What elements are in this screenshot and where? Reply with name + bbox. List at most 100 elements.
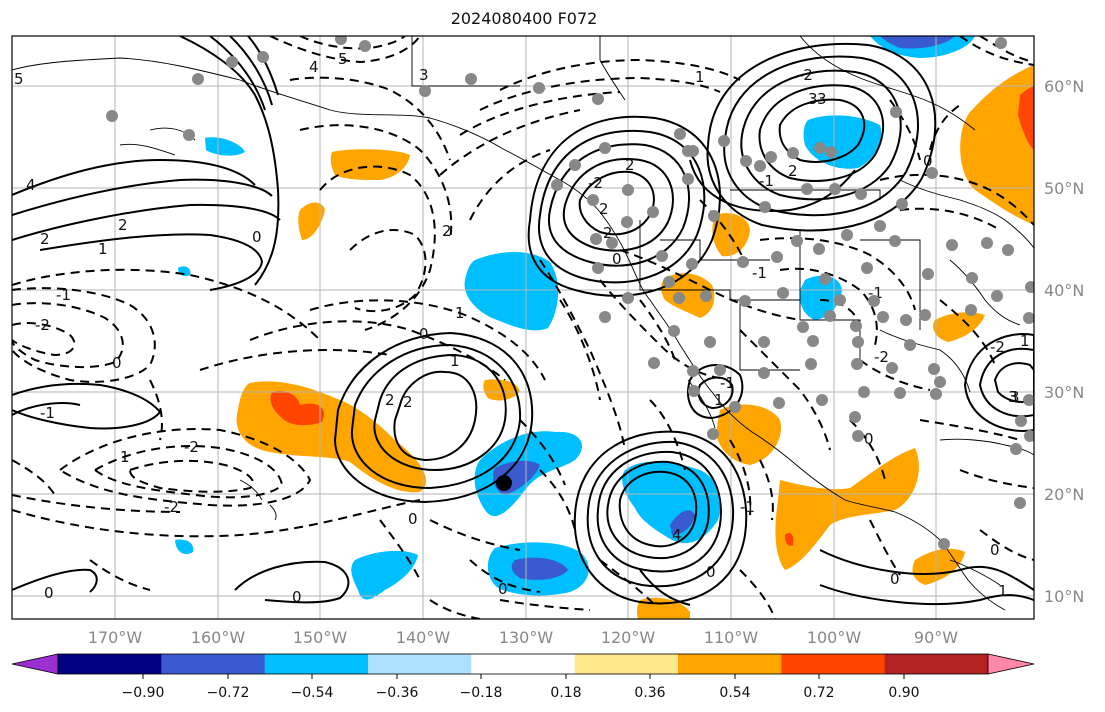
contour-label: 0 (44, 584, 54, 602)
contour-label: 3 (817, 90, 827, 108)
shade-darkblue-hurricane (670, 510, 695, 535)
contour-label: -1 (740, 498, 755, 516)
shade-blue-alaska (205, 137, 245, 156)
colorbar-tick-label: 0.72 (803, 685, 834, 701)
lat-label: 40°N (1044, 281, 1084, 300)
contour-label: 0 (706, 563, 716, 581)
colorbar-extend-high (987, 653, 1035, 675)
contour-label: 0 (923, 152, 933, 170)
lat-label: 10°N (1044, 587, 1084, 606)
contour-label: 0 (419, 325, 429, 343)
contour-label: 0 (408, 510, 418, 528)
contour-label: 4 (309, 58, 319, 76)
contour-label: -1 (40, 404, 55, 422)
shade-orange-mexico (716, 404, 781, 465)
contour-label: 0 (612, 250, 622, 268)
colorbar-segment (161, 654, 266, 674)
longitude-axis: 170°W 160°W 150°W 140°W 130°W 120°W 110°… (88, 628, 958, 647)
contour-label: 0 (252, 228, 262, 246)
contour-label: 5 (14, 70, 24, 88)
contour-label: -2 (990, 338, 1005, 356)
contour-label: 0 (864, 430, 874, 448)
shaded-anomalies (175, 36, 1034, 619)
shade-blue-small-2 (175, 539, 194, 555)
colorbar-segment (574, 654, 679, 674)
lon-label: 100°W (807, 628, 862, 647)
colorbar-ticks (142, 674, 905, 679)
contour-label: -2 (874, 348, 889, 366)
contour-label: 1 (714, 391, 724, 409)
colorbar-tick-label: 0.18 (550, 685, 581, 701)
shade-blue-hudson (803, 115, 882, 169)
lon-label: 120°W (601, 628, 656, 647)
contour-label: -1 (720, 374, 735, 392)
colorbar-segment (884, 654, 989, 674)
lon-label: 150°W (293, 628, 348, 647)
shade-blue-small-1 (351, 550, 418, 600)
lon-label: 140°W (396, 628, 451, 647)
latitude-axis: 60°N 50°N 40°N 30°N 20°N 10°N (1044, 77, 1084, 606)
shade-blue-east-pacific (464, 252, 559, 331)
contour-label: 1 (1020, 332, 1030, 350)
colorbar-segment (678, 654, 782, 674)
contour-label: -2 (35, 316, 50, 334)
shade-blue-hurricane (622, 461, 721, 544)
colorbar: −0.90 −0.72 −0.54 −0.36 −0.18 0.18 0.36 … (11, 653, 1035, 701)
colorbar-tick-label: −0.18 (460, 685, 503, 701)
lat-label: 30°N (1044, 383, 1084, 402)
shade-orange-northeast (960, 65, 1034, 225)
contour-label: 0 (890, 570, 900, 588)
contour-label: -1 (56, 286, 71, 304)
contour-label: 1 (98, 240, 108, 258)
contour-label: 0 (112, 354, 122, 372)
contour-label: 1 (695, 68, 705, 86)
contour-labels: 5 4 2 1 0 -2 -1 2 0 1 2 -2 -1 -2 0 3 4 5… (14, 50, 1030, 606)
contour-label: 4 (26, 176, 36, 194)
colorbar-segment (368, 654, 472, 674)
plot-frame (11, 35, 1035, 620)
lon-label: 130°W (499, 628, 554, 647)
shade-red-central-pacific (270, 390, 324, 426)
colorbar-tick-label: 0.36 (634, 685, 665, 701)
contour-label: 1 (450, 352, 460, 370)
contour-label: 3 (419, 66, 429, 84)
lat-label: 20°N (1044, 485, 1084, 504)
contour-label: 2 (599, 200, 609, 218)
station-dots (106, 36, 1034, 550)
colorbar-tick-label: 0.90 (888, 685, 919, 701)
colorbar-tick-label: 0.54 (719, 685, 750, 701)
contour-label: 4 (672, 526, 682, 544)
contour-label: 1 (120, 448, 130, 466)
map-title: 2024080400 F072 (450, 9, 598, 28)
contour-label: -1 (759, 172, 774, 190)
contour-label: 3 (1010, 388, 1020, 406)
contour-label: 2 (385, 391, 395, 409)
lon-label: 160°W (191, 628, 246, 647)
contour-label: 3 (1008, 388, 1018, 406)
colorbar-tick-label: −0.72 (207, 685, 250, 701)
contour-label: 1 (455, 304, 465, 322)
contour-label: -2 (588, 174, 603, 192)
lat-label: 50°N (1044, 179, 1084, 198)
lon-label: 90°W (914, 628, 958, 647)
contour-label: 2 (403, 393, 413, 411)
colorbar-segment (264, 654, 369, 674)
shade-red-small (784, 533, 794, 546)
colorbar-segment (58, 654, 162, 674)
colorbar-extend-low (11, 653, 59, 675)
shade-orange-bering (330, 149, 410, 180)
shade-orange-small-2 (483, 379, 520, 401)
shade-orange-caribbean (912, 548, 965, 585)
shade-orange-central-america (775, 448, 919, 570)
lat-label: 60°N (1044, 77, 1084, 96)
contour-label: 2 (40, 230, 50, 248)
shade-blue-plains (799, 275, 842, 320)
coastlines (12, 36, 1034, 611)
colorbar-frame (57, 653, 989, 675)
contour-label: -2 (164, 498, 179, 516)
contour-label: -2 (798, 66, 813, 84)
colorbar-tick-label: −0.36 (376, 685, 419, 701)
contour-label: 2 (625, 156, 635, 174)
contour-label: 0 (990, 541, 1000, 559)
